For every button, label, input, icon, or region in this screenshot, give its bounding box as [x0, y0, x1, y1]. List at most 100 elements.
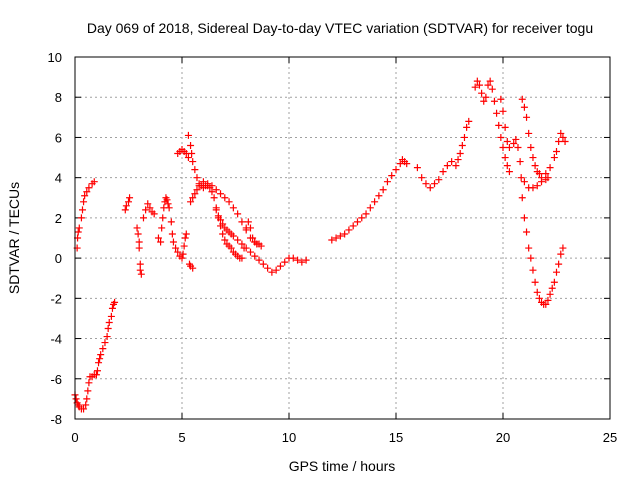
data-point [471, 83, 479, 91]
data-point [251, 252, 259, 260]
data-point [84, 387, 92, 395]
data-point [159, 214, 167, 222]
data-point [535, 294, 543, 302]
data-point [533, 182, 541, 190]
data-point [426, 184, 434, 192]
data-point [135, 244, 143, 252]
data-point [501, 123, 509, 131]
data-point [234, 236, 242, 244]
data-point [101, 339, 109, 347]
data-point [81, 192, 89, 200]
data-point [533, 288, 541, 296]
data-point [527, 144, 535, 151]
x-axis-label: GPS time / hours [289, 458, 396, 474]
data-point [154, 234, 162, 242]
data-point [142, 206, 150, 214]
data-point [219, 220, 227, 228]
data-point [238, 240, 246, 248]
data-point [302, 256, 310, 264]
data-point [345, 226, 353, 234]
data-point [550, 154, 558, 162]
data-point [546, 164, 554, 172]
data-point [82, 401, 90, 409]
y-tick-label: -4 [50, 332, 62, 347]
x-tick-label: 20 [496, 430, 510, 445]
chart-title: Day 069 of 2018, Sidereal Day-to-day VTE… [87, 20, 593, 36]
data-point [550, 278, 558, 286]
data-point [514, 144, 522, 151]
y-tick-label: 6 [55, 130, 62, 145]
data-point [111, 298, 119, 306]
data-point [520, 103, 528, 111]
data-point [484, 81, 492, 89]
data-point [90, 178, 98, 186]
data-point [229, 232, 237, 240]
data-point [125, 198, 132, 206]
data-point [93, 367, 101, 375]
data-point [281, 258, 289, 266]
data-point [180, 242, 188, 250]
data-point [227, 244, 235, 252]
data-point [229, 204, 237, 212]
data-point [413, 164, 421, 172]
data-point [529, 184, 537, 192]
data-point [83, 395, 91, 403]
data-point [172, 244, 180, 252]
data-point [246, 234, 254, 242]
data-point [482, 93, 490, 101]
data-point [107, 312, 115, 320]
data-point [503, 137, 511, 145]
x-tick-label: 0 [71, 430, 78, 445]
data-point [527, 254, 535, 262]
data-point [242, 244, 250, 252]
data-point [473, 77, 481, 85]
data-point [126, 194, 134, 202]
data-point [74, 228, 82, 236]
data-point [134, 230, 142, 238]
data-point [518, 95, 526, 103]
data-point [253, 240, 261, 248]
data-point [328, 236, 336, 244]
data-point [349, 222, 357, 230]
data-point [210, 194, 218, 202]
data-point [199, 178, 207, 186]
data-point [499, 107, 507, 115]
data-point [388, 172, 396, 180]
data-point [83, 188, 91, 196]
data-point [259, 260, 267, 268]
data-point [475, 81, 483, 89]
data-point [92, 371, 100, 379]
data-point [139, 214, 147, 222]
data-point [542, 300, 550, 308]
y-tick-label: 0 [55, 251, 62, 266]
data-point [553, 268, 560, 276]
x-tick-label: 25 [603, 430, 617, 445]
data-point [555, 260, 563, 268]
data-point [78, 206, 86, 214]
data-point [122, 202, 130, 210]
data-point [219, 230, 227, 238]
data-point [465, 117, 473, 125]
data-point [520, 178, 528, 186]
data-point [294, 256, 302, 264]
y-tick-label: 2 [55, 211, 62, 226]
data-point [99, 345, 107, 353]
plot-frame [74, 56, 611, 420]
data-point [189, 158, 197, 166]
data-point [212, 186, 220, 194]
data-point [187, 198, 195, 206]
data-point [158, 224, 166, 232]
data-point [85, 184, 93, 192]
data-point [529, 154, 537, 162]
data-point [72, 395, 80, 403]
data-point [188, 150, 196, 158]
data-point [518, 194, 526, 202]
data-point [362, 210, 370, 218]
data-point [497, 95, 505, 103]
data-point [257, 242, 265, 250]
data-point [136, 266, 144, 274]
data-point [531, 162, 539, 170]
data-point [221, 194, 229, 202]
data-point [505, 144, 513, 151]
